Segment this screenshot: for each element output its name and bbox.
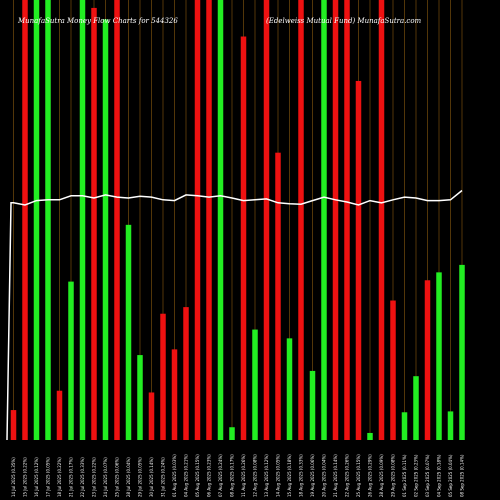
bar xyxy=(183,307,189,440)
x-tick-label: 15 Jul 2025 (0.22%) xyxy=(23,457,28,497)
x-tick-label: 02 Sep 2025 (0.23%) xyxy=(414,454,419,497)
tick-label-layer: 14 Jul 2025 (0.35%) 15 Jul 2025 (0.22%) 16… xyxy=(11,454,465,497)
bar xyxy=(206,0,212,440)
x-tick-label: 19 Aug 2025 (0.06%) xyxy=(310,454,315,497)
x-tick-label: 05 Aug 2025 (0.15%) xyxy=(195,454,200,497)
x-tick-label: 01 Sep 2025 (0.11%) xyxy=(402,454,407,497)
x-tick-label: 28 Jul 2025 (0.04%) xyxy=(126,457,131,497)
x-tick-label: 08 Aug 2025 (0.17%) xyxy=(230,454,235,497)
bar xyxy=(401,412,408,440)
x-tick-label: 28 Aug 2025 (0.09%) xyxy=(379,454,384,497)
x-tick-label: 20 Aug 2025 (0.04%) xyxy=(322,454,327,497)
x-tick-label: 18 Aug 2025 (0.33%) xyxy=(299,454,304,497)
bar xyxy=(263,0,270,440)
x-tick-label: 21 Aug 2025 (0.14%) xyxy=(333,454,338,497)
bar xyxy=(137,355,143,440)
x-tick-label: 30 Jul 2025 (0.14%) xyxy=(149,457,154,497)
bar xyxy=(447,411,454,440)
money-flow-line xyxy=(6,189,463,441)
bar xyxy=(355,80,362,441)
x-tick-label: 14 Jul 2025 (0.35%) xyxy=(11,457,16,497)
bar xyxy=(252,329,258,440)
bar xyxy=(390,300,396,440)
x-tick-label: 01 Aug 2025 (0.03%) xyxy=(172,454,177,497)
x-tick-label: 12 Aug 2025 (0.08%) xyxy=(253,454,258,497)
x-tick-label: 08 Sep 2025 (0.14%) xyxy=(460,454,465,497)
x-tick-label: 29 Jul 2025 (0.05%) xyxy=(138,457,143,497)
x-tick-label: 15 Aug 2025 (0.18%) xyxy=(287,454,292,497)
bar xyxy=(194,0,201,440)
bar-layer xyxy=(10,0,465,441)
bar xyxy=(68,281,74,440)
x-tick-label: 17 Jul 2025 (0.05%) xyxy=(46,457,51,497)
x-tick-label: 22 Jul 2025 (0.33%) xyxy=(80,457,85,497)
x-tick-label: 03 Sep 2025 (0.07%) xyxy=(425,454,430,497)
x-tick-label: 06 Aug 2025 (0.23%) xyxy=(207,454,212,497)
bar xyxy=(424,280,431,440)
bar xyxy=(79,0,86,440)
chart-title-right: (Edelweiss Mutual Fund) MunafaSutra.com xyxy=(266,17,422,25)
bar xyxy=(275,152,281,440)
bar xyxy=(125,224,132,440)
x-tick-label: 29 Aug 2025 (0.08%) xyxy=(391,454,396,497)
x-tick-label: 25 Jul 2025 (0.06%) xyxy=(115,457,120,497)
bar xyxy=(45,0,51,440)
line-layer xyxy=(6,189,463,441)
x-tick-label: 25 Aug 2025 (0.15%) xyxy=(356,454,361,497)
bar xyxy=(217,0,224,440)
bar xyxy=(10,410,17,440)
bar xyxy=(344,0,350,440)
bar xyxy=(367,432,373,440)
x-tick-label: 07 Aug 2025 (0.24%) xyxy=(218,454,223,497)
x-tick-label: 11 Aug 2025 (0.26%) xyxy=(241,454,246,497)
bar xyxy=(114,0,120,440)
bar xyxy=(321,0,327,440)
bar xyxy=(298,0,304,440)
bar xyxy=(332,0,339,440)
bar xyxy=(240,36,247,441)
x-tick-label: 05 Sep 2025 (0.04%) xyxy=(448,454,453,497)
x-tick-label: 18 Jul 2025 (0.22%) xyxy=(57,457,62,497)
bar xyxy=(102,19,109,441)
x-tick-label: 04 Sep 2025 (0.18%) xyxy=(437,454,442,497)
chart-title-left: MunafaSutra Money Flow Charts for 544326 xyxy=(17,17,178,25)
x-tick-label: 22 Aug 2025 (0.26%) xyxy=(345,454,350,497)
bar xyxy=(148,392,155,440)
x-tick-label: 04 Aug 2025 (0.21%) xyxy=(184,454,189,497)
bar xyxy=(56,390,63,440)
bar xyxy=(33,0,40,440)
bar xyxy=(171,349,178,440)
bar xyxy=(160,313,166,440)
bar xyxy=(229,427,235,440)
x-tick-label: 14 Aug 2025 (0.05%) xyxy=(276,454,281,497)
bar xyxy=(309,370,316,440)
x-tick-label: 16 Jul 2025 (0.12%) xyxy=(34,457,39,497)
bar xyxy=(91,7,97,440)
x-tick-label: 13 Aug 2025 (0.12%) xyxy=(264,454,269,497)
x-tick-label: 24 Jul 2025 (0.07%) xyxy=(103,457,108,497)
bar xyxy=(286,338,293,440)
x-tick-label: 23 Jul 2025 (0.22%) xyxy=(92,457,97,497)
bar xyxy=(436,272,442,440)
bar xyxy=(413,376,419,440)
x-tick-label: 26 Aug 2025 (0.29%) xyxy=(368,454,373,497)
bar xyxy=(378,0,385,440)
x-tick-label: 31 Jul 2025 (0.24%) xyxy=(161,457,166,497)
bar xyxy=(22,0,28,440)
bar xyxy=(459,264,465,440)
x-tick-label: 21 Jul 2025 (0.17%) xyxy=(69,457,74,497)
